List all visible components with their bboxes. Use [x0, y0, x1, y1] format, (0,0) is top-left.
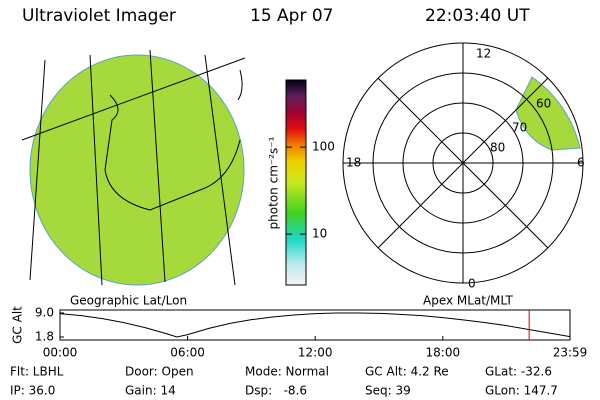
date: 15 Apr 07: [250, 6, 333, 26]
time: 22:03:40 UT: [425, 6, 530, 26]
lat-label: 80: [490, 141, 505, 155]
status-field: Seq: 39: [365, 384, 411, 398]
status-field: Flt: LBHL: [10, 365, 64, 379]
x-tick-label: 12:00: [298, 346, 333, 360]
x-tick-label: 00:00: [43, 346, 78, 360]
status-field: IP: 36.0: [10, 384, 55, 398]
y-tick-label: 1.8: [35, 330, 54, 344]
title: Ultraviolet Imager: [22, 6, 176, 26]
status-field: GLat: -32.6: [485, 365, 552, 379]
plot-frame: [59, 309, 571, 341]
x-tick-label: 06:00: [170, 346, 205, 360]
lat-label: 70: [512, 121, 527, 135]
mlt-label: 12: [476, 47, 491, 61]
colorbar: [285, 79, 307, 286]
status-field: Dsp: -8.6: [245, 384, 307, 398]
status-field: Gain: 14: [125, 384, 176, 398]
polar-label: Apex MLat/MLT: [423, 294, 513, 308]
status-field: GLon: 147.7: [485, 384, 558, 398]
lat-label: 60: [536, 97, 551, 111]
y-tick-label: 9.0: [35, 306, 54, 320]
mlt-label: 18: [346, 156, 361, 170]
status-field: GC Alt: 4.2 Re: [365, 365, 449, 379]
y-axis-label: GC Alt: [11, 306, 25, 344]
map-image: [21, 49, 246, 286]
mlt-label: 6: [577, 156, 585, 170]
x-tick-label: 18:00: [426, 346, 461, 360]
x-tick-label: 23:59: [553, 346, 588, 360]
altitude-line: [59, 312, 571, 338]
mlt-label: 0: [468, 277, 476, 291]
status-field: Mode: Normal: [245, 365, 329, 379]
map-label: Geographic Lat/Lon: [70, 294, 187, 308]
colorbar-tick-label: 100: [312, 140, 335, 154]
colorbar-tick-label: 10: [312, 227, 327, 241]
colorbar-label: photon cm⁻²s⁻¹: [267, 136, 281, 229]
status-field: Door: Open: [125, 365, 194, 379]
polar-plot: [342, 42, 584, 284]
